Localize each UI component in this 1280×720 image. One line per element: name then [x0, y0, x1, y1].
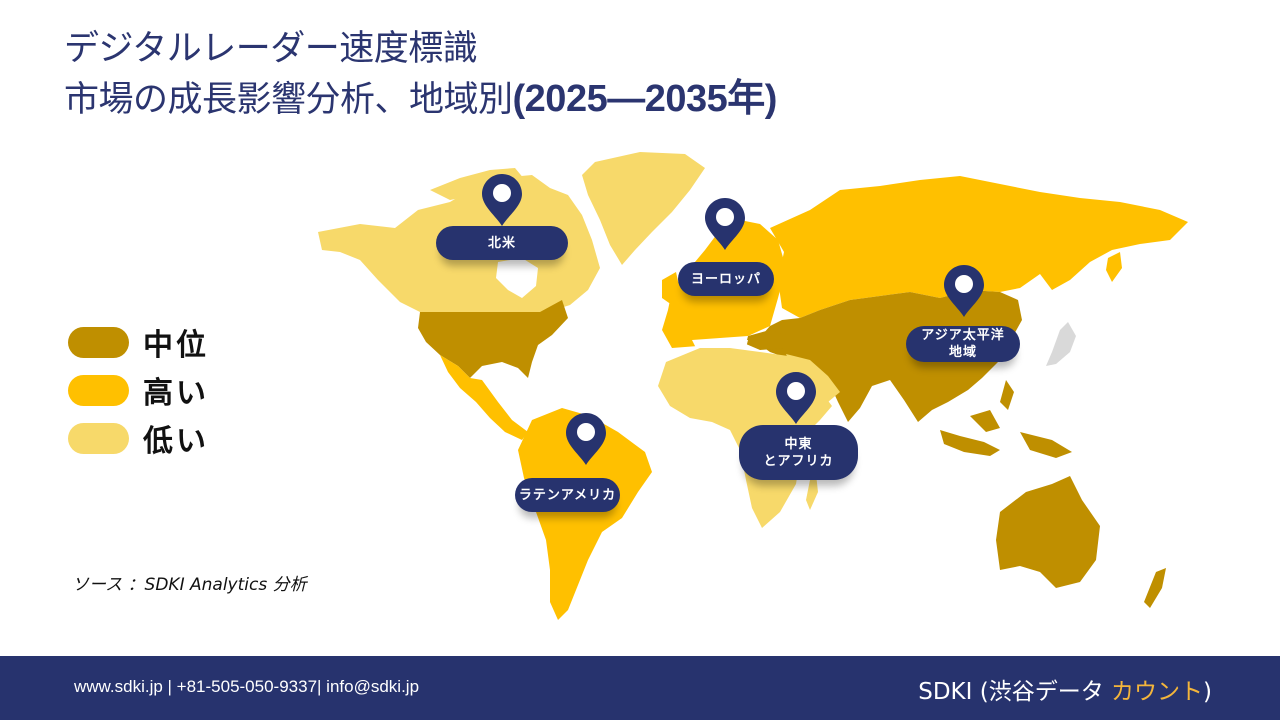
- map-pin-icon: [705, 198, 745, 250]
- map-pin-icon: [566, 413, 606, 465]
- japan: [1046, 322, 1076, 366]
- asia-central-east: [756, 290, 1022, 422]
- arabia: [786, 354, 840, 402]
- region-label-text: 中東: [784, 436, 813, 452]
- footer-contact[interactable]: www.sdki.jp | +81-505-050-9337| info@sdk…: [74, 677, 420, 696]
- usa: [418, 300, 568, 378]
- legend-label: 低い: [143, 424, 209, 459]
- title-years: (2025—2035年): [512, 78, 778, 120]
- brand-accent: カウント: [1111, 679, 1204, 705]
- greenland: [582, 152, 705, 265]
- region-label-asia-pacific[interactable]: アジア太平洋 地域: [906, 326, 1020, 362]
- source-note: ソース ：SDKI Analytics 分析: [72, 575, 307, 595]
- legend-item-medium: 中位: [68, 318, 209, 366]
- region-label-latin-america[interactable]: ラテンアメリカ: [515, 478, 620, 512]
- region-label-europe[interactable]: ヨーロッパ: [678, 262, 774, 296]
- region-label-north-america[interactable]: 北米: [436, 226, 568, 260]
- region-label-text: 北米: [487, 235, 516, 251]
- australia: [996, 476, 1100, 588]
- map-pin-icon: [944, 265, 984, 317]
- title-line-2: 市場の成長影響分析、地域別(2025—2035年): [64, 74, 777, 125]
- legend-item-high: 高い: [68, 366, 209, 414]
- world-map: [300, 140, 1240, 640]
- region-label-middle-east-africa[interactable]: 中東 とアフリカ: [739, 425, 858, 480]
- mexico: [440, 355, 528, 440]
- legend-swatch-low: [68, 422, 129, 454]
- page-title: デジタルレーダー速度標識 市場の成長影響分析、地域別(2025—2035年): [64, 24, 777, 125]
- title-line-2-prefix: 市場の成長影響分析、地域別: [64, 80, 513, 120]
- legend-item-low: 低い: [68, 414, 209, 462]
- brand-suffix: ): [1203, 679, 1212, 705]
- footer: www.sdki.jp | +81-505-050-9337| info@sdk…: [0, 656, 1280, 720]
- footer-brand: SDKI (渋谷データ カウント): [918, 672, 1212, 706]
- legend-swatch-medium: [68, 326, 129, 358]
- title-line-1: デジタルレーダー速度標識: [64, 29, 478, 69]
- map-pin-icon: [482, 174, 522, 226]
- legend-label: 中位: [143, 328, 209, 363]
- region-label-text: 地域: [948, 345, 977, 360]
- legend-label: 高い: [143, 376, 209, 411]
- legend: 中位 高い 低い: [68, 318, 209, 462]
- region-label-text: とアフリカ: [763, 453, 834, 469]
- region-label-text: ラテンアメリカ: [518, 487, 617, 503]
- south-america: [518, 408, 652, 620]
- region-label-text: ヨーロッパ: [690, 271, 761, 287]
- brand-prefix: SDKI (渋谷データ: [918, 679, 1112, 705]
- map-pin-icon: [776, 372, 816, 424]
- russia: [770, 176, 1188, 318]
- legend-swatch-high: [68, 374, 129, 406]
- region-label-text: アジア太平洋: [921, 328, 1005, 343]
